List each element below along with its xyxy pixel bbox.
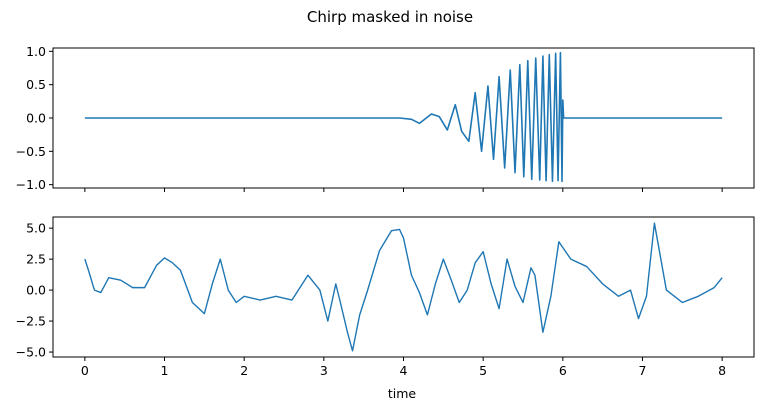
y-tick-label: −2.5 [16, 314, 46, 329]
x-tick-label: 5 [479, 363, 487, 378]
top-plot: −1.0 −0.5 0.0 0.5 1.0 [16, 44, 755, 192]
x-tick-label: 4 [400, 363, 408, 378]
x-tick-label: 3 [320, 363, 328, 378]
x-tick-label: 7 [639, 363, 647, 378]
x-tick-label: 8 [718, 363, 726, 378]
y-tick-label: 5.0 [26, 221, 46, 236]
y-tick-label: 0.0 [26, 111, 46, 126]
y-tick-label: 0.0 [26, 283, 46, 298]
top-y-ticks: −1.0 −0.5 0.0 0.5 1.0 [16, 44, 53, 192]
y-tick-label: −1.0 [16, 177, 46, 192]
y-tick-label: 2.5 [26, 252, 46, 267]
top-x-ticks [84, 188, 723, 192]
x-tick-label: 0 [81, 363, 89, 378]
x-tick-label: 2 [240, 363, 248, 378]
x-axis-label: time [388, 386, 417, 401]
bottom-y-ticks: −5.0 −2.5 0.0 2.5 5.0 [16, 221, 53, 360]
x-tick-label: 6 [559, 363, 567, 378]
bottom-x-ticks: 0 1 2 3 4 5 6 7 8 [81, 357, 726, 378]
y-tick-label: 0.5 [26, 77, 46, 92]
bottom-plot: 0 1 2 3 4 5 6 7 8 −5.0 −2.5 0.0 2.5 5.0 [16, 216, 755, 378]
chart-title: Chirp masked in noise [307, 8, 473, 26]
y-tick-label: 1.0 [26, 44, 46, 59]
y-tick-label: −0.5 [16, 144, 46, 159]
chirp-line [84, 51, 723, 183]
x-tick-label: 1 [161, 363, 169, 378]
y-tick-label: −5.0 [16, 345, 46, 360]
noisy-signal-line [84, 222, 723, 352]
